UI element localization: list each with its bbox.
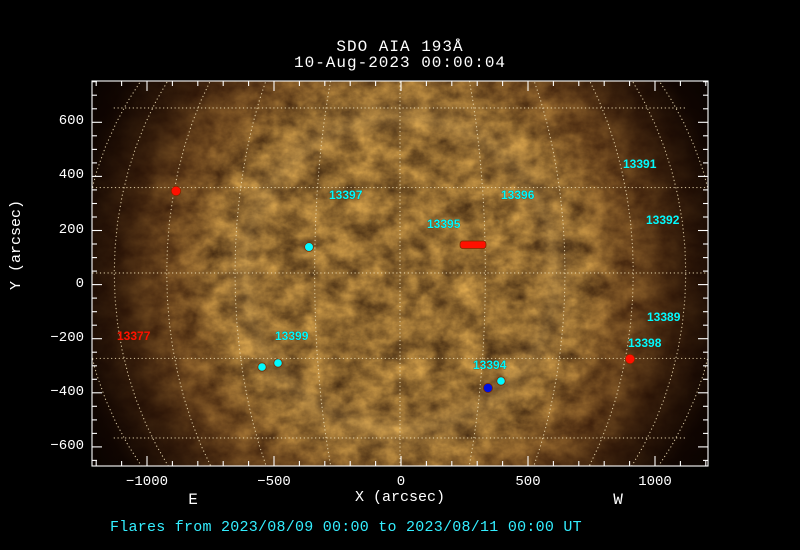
svg-text:13395: 13395 bbox=[427, 217, 461, 231]
svg-text:13397: 13397 bbox=[329, 188, 363, 202]
svg-text:13396: 13396 bbox=[501, 188, 535, 202]
svg-text:13391: 13391 bbox=[623, 157, 657, 171]
svg-text:13399: 13399 bbox=[275, 329, 309, 343]
svg-text:13389: 13389 bbox=[647, 310, 681, 324]
svg-text:13394: 13394 bbox=[473, 358, 507, 372]
svg-text:13398: 13398 bbox=[628, 336, 662, 350]
svg-text:13377: 13377 bbox=[117, 329, 151, 343]
svg-text:13392: 13392 bbox=[646, 213, 680, 227]
